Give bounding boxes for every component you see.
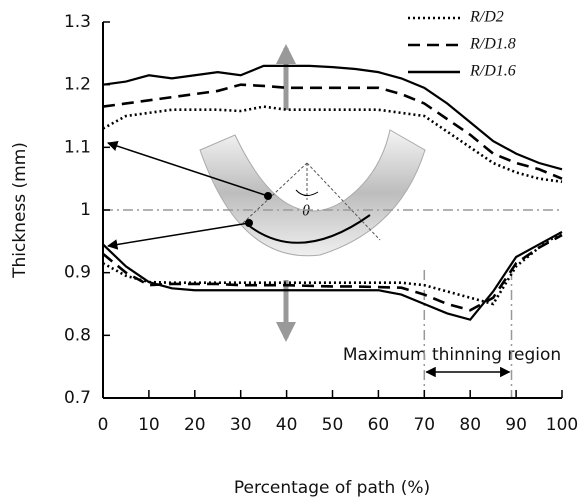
x-tick-label: 0 xyxy=(98,415,109,435)
x-tick-label: 80 xyxy=(459,415,481,435)
y-tick-label: 1.3 xyxy=(64,12,91,32)
y-tick-label: 1.2 xyxy=(64,75,91,95)
x-tick-label: 100 xyxy=(546,415,578,435)
series-line xyxy=(102,105,563,184)
x-tick-label: 50 xyxy=(322,415,344,435)
y-tick-label: 1.1 xyxy=(64,137,91,157)
series-line xyxy=(102,230,563,321)
x-tick-label: 40 xyxy=(276,415,298,435)
series-line xyxy=(102,83,563,180)
annotation: Maximum thinning region xyxy=(343,345,561,365)
x-axis-title: Percentage of path (%) xyxy=(234,478,430,498)
y-axis-title: Thickness (mm) xyxy=(10,142,30,279)
x-tick-label: 10 xyxy=(138,415,160,435)
y-tick-label: 0.7 xyxy=(64,388,91,408)
y-tick-label: 1 xyxy=(80,200,91,220)
x-tick-label: 90 xyxy=(505,415,527,435)
x-tick-label: 60 xyxy=(368,415,390,435)
x-tick-label: 30 xyxy=(230,415,252,435)
x-tick-label: 70 xyxy=(413,415,435,435)
series-line xyxy=(102,64,563,171)
legend-label: R/D1.6 xyxy=(469,63,516,80)
series-line xyxy=(102,233,563,312)
y-tick-label: 0.8 xyxy=(64,325,91,345)
y-tick-label: 0.9 xyxy=(64,263,91,283)
legend-label: R/D2 xyxy=(469,9,504,26)
x-tick-label: 20 xyxy=(184,415,206,435)
legend-label: R/D1.8 xyxy=(469,36,516,53)
angle-label: θ xyxy=(302,203,310,220)
pipe-illustration xyxy=(106,44,426,342)
